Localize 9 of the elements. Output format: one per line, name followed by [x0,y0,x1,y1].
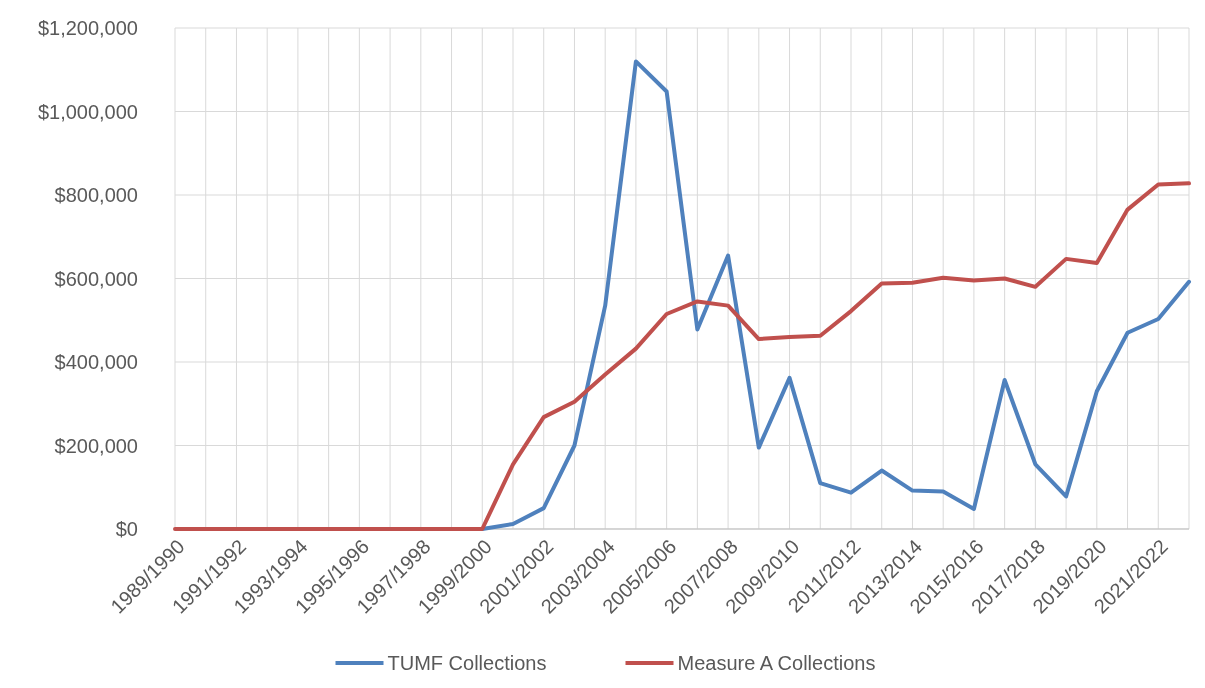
y-tick-label: $1,200,000 [37,17,138,39]
y-tick-label: $800,000 [54,184,138,206]
y-tick-label: $200,000 [54,434,138,457]
legend-label: Measure A Collections [677,652,876,674]
y-tick-label: $0 [115,518,138,540]
legend-label: TUMF Collections [387,652,547,674]
y-tick-label: $1,000,000 [37,100,138,123]
y-tick-label: $600,000 [54,267,138,290]
y-tick-label: $400,000 [54,351,138,373]
